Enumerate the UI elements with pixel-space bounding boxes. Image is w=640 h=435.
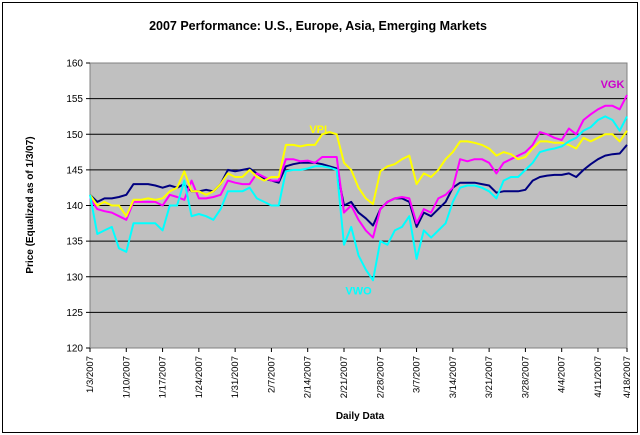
ytick-label-125: 125 [66, 308, 83, 319]
xtick-label-2: 1/17/2007 [158, 356, 169, 398]
y-axis-ticks: 120 125 130 135 140 145 150 155 160 [66, 59, 90, 355]
series-line-vwo [89, 115, 628, 282]
xtick-label-13: 4/4/2007 [557, 356, 568, 393]
xtick-label-1: 1/10/2007 [121, 356, 132, 398]
series-line-vpl [89, 130, 628, 218]
series-label-vwo: VWO [345, 286, 372, 298]
xtick-label-3: 1/24/2007 [194, 356, 205, 398]
ytick-label-150: 150 [66, 130, 83, 141]
performance-line-chart: 2007 Performance: U.S., Europe, Asia, Em… [25, 19, 633, 422]
xtick-label-7: 2/21/2007 [339, 356, 350, 398]
xtick-label-0: 1/3/2007 [85, 356, 96, 393]
xtick-label-6: 2/14/2007 [303, 356, 314, 398]
series-line-spy [89, 144, 628, 228]
series-label-vpl: VPL [309, 124, 331, 136]
chart-title: 2007 Performance: U.S., Europe, Asia, Em… [149, 19, 487, 33]
xtick-label-10: 3/14/2007 [448, 356, 459, 398]
ytick-label-160: 160 [66, 59, 83, 70]
ytick-label-130: 130 [66, 272, 83, 283]
ytick-label-140: 140 [66, 201, 83, 212]
xtick-label-11: 3/21/2007 [484, 356, 495, 398]
xtick-label-5: 2/7/2007 [266, 356, 277, 393]
ytick-label-120: 120 [66, 344, 83, 355]
ytick-label-145: 145 [66, 165, 83, 176]
series-lines [89, 94, 628, 282]
xtick-label-15: 4/18/2007 [622, 356, 633, 398]
series-labels: SPYVGKVPLVWO [309, 79, 625, 298]
x-axis-ticks: 1/3/2007 1/10/2007 1/17/2007 1/24/2007 1/31/… [85, 348, 633, 398]
ytick-label-155: 155 [66, 94, 83, 105]
series-label-vgk: VGK [601, 79, 625, 91]
x-axis-label: Daily Data [336, 411, 385, 422]
y-axis-label: Price (Equalized as of 1/3/07) [25, 136, 36, 273]
xtick-label-14: 4/11/2007 [593, 356, 604, 398]
xtick-label-8: 2/28/2007 [375, 356, 386, 398]
gridlines [90, 98, 627, 313]
xtick-label-12: 3/28/2007 [520, 356, 531, 398]
xtick-label-9: 3/7/2007 [412, 356, 423, 393]
xtick-label-4: 1/31/2007 [230, 356, 241, 398]
ytick-label-135: 135 [66, 237, 83, 248]
